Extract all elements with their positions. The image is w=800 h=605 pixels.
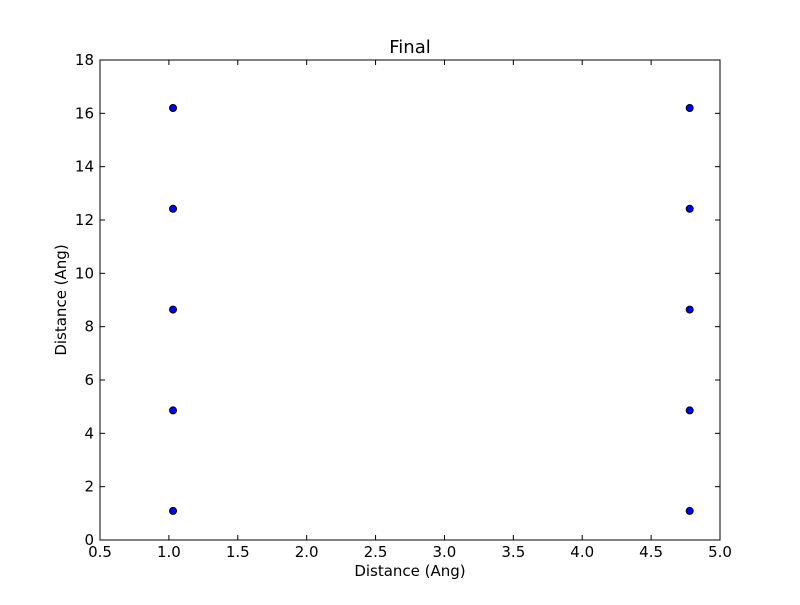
x-axis-label: Distance (Ang) (354, 562, 465, 580)
y-tick-label: 12 (75, 211, 94, 229)
y-tick-label: 4 (84, 424, 94, 442)
data-point (169, 305, 178, 314)
x-tick-label: 4.0 (570, 543, 594, 561)
x-tick-label: 0.5 (88, 543, 112, 561)
y-axis-label: Distance (Ang) (52, 244, 70, 355)
y-tick-label: 18 (75, 51, 94, 69)
x-tick-label: 2.0 (295, 543, 319, 561)
data-point (685, 104, 694, 112)
data-point (169, 204, 178, 213)
data-point (685, 506, 694, 515)
y-tick-label: 16 (75, 104, 94, 122)
points-layer (169, 104, 694, 515)
data-point (169, 104, 178, 112)
chart-title: Final (389, 37, 430, 58)
y-tick-label: 14 (75, 158, 94, 176)
data-point (169, 406, 178, 415)
x-tick-label: 3.0 (433, 543, 457, 561)
plot-frame (99, 59, 721, 541)
y-tick-label: 2 (84, 478, 94, 496)
x-tick-label: 1.0 (157, 543, 181, 561)
data-point (685, 204, 694, 213)
x-tick-label: 5.0 (708, 543, 732, 561)
x-tick-label: 4.5 (639, 543, 663, 561)
y-tick-label: 10 (75, 264, 94, 282)
y-tick-label: 0 (84, 531, 94, 549)
data-point (685, 305, 694, 314)
data-point (685, 406, 694, 415)
data-point (169, 506, 178, 515)
ticks-layer: 0.5 1.0 1.5 2.0 2.5 3.0 3.5 4.0 4.5 5.0 0 2 4 6 8 10 12 1… (75, 51, 732, 561)
x-tick-label: 1.5 (226, 543, 250, 561)
x-tick-label: 2.5 (364, 543, 388, 561)
y-tick-label: 6 (84, 371, 94, 389)
y-tick-label: 8 (84, 318, 94, 336)
x-tick-label: 3.5 (501, 543, 525, 561)
